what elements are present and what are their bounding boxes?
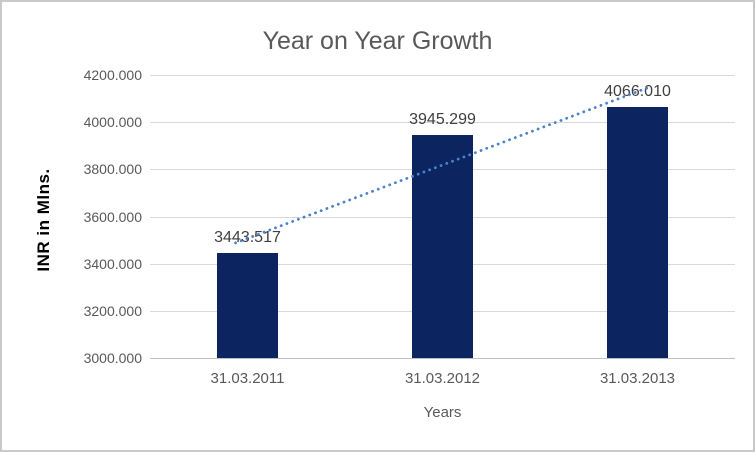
y-tick-label: 4000.000 xyxy=(83,114,142,131)
data-label: 4066.010 xyxy=(604,82,671,100)
x-tick-label: 31.03.2012 xyxy=(404,370,481,387)
y-tick-label: 3200.000 xyxy=(83,302,142,319)
bar-31.03.2013 xyxy=(607,106,668,358)
gridline xyxy=(150,122,735,124)
data-label: 3945.299 xyxy=(409,111,476,129)
x-axis-title: Years xyxy=(423,404,462,421)
y-axis-title: INR in Mlns. xyxy=(34,168,53,272)
y-tick-label: 4200.000 xyxy=(83,67,142,83)
bar-31.03.2011 xyxy=(217,253,278,358)
y-tick-label: 3600.000 xyxy=(83,208,142,225)
gridline xyxy=(150,75,735,76)
trendline xyxy=(234,85,651,245)
bar-31.03.2012 xyxy=(412,135,473,358)
x-tick-label: 31.03.2011 xyxy=(210,370,285,387)
trendline-layer xyxy=(234,85,651,245)
x-axis-line xyxy=(150,358,735,359)
x-tick-label: 31.03.2013 xyxy=(599,370,676,387)
y-tick-label: 3000.000 xyxy=(83,350,142,366)
chart-title: Year on Year Growth xyxy=(262,27,493,55)
y-tick-label: 3400.000 xyxy=(83,255,142,272)
y-tick-label: 3800.000 xyxy=(83,161,142,178)
